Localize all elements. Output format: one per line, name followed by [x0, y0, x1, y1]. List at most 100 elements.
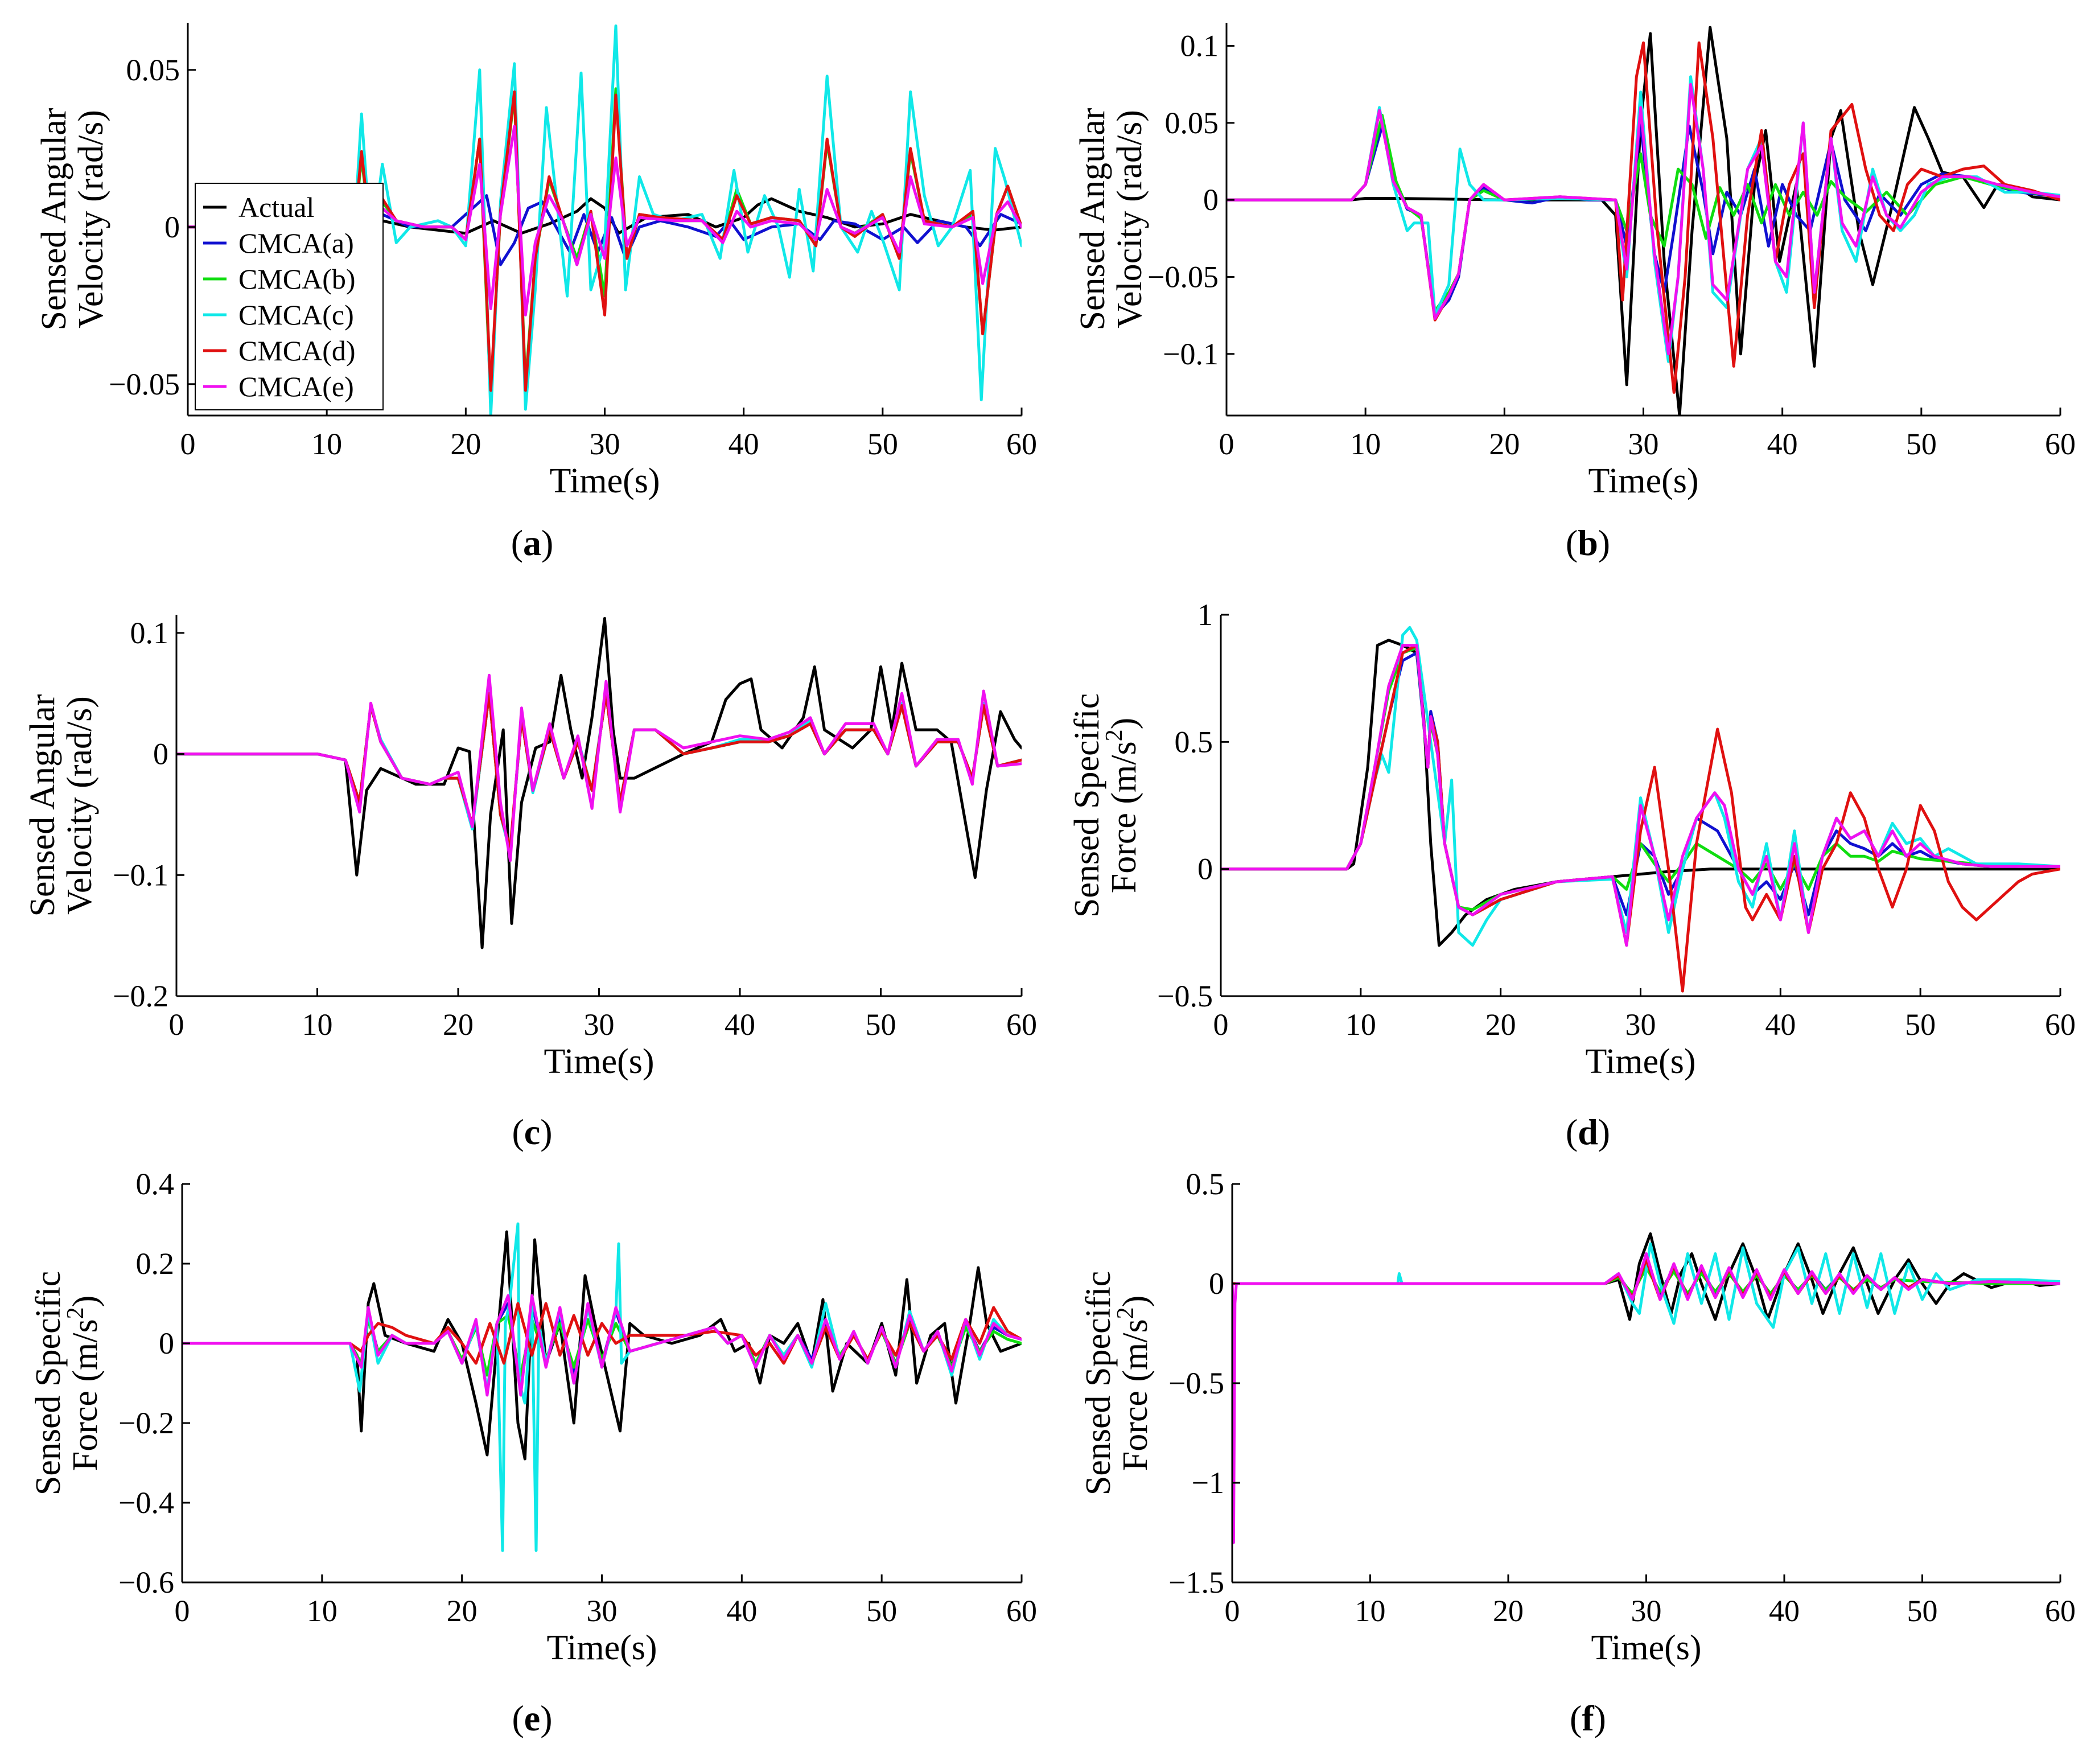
- x-tick-label: 20: [1485, 1008, 1516, 1042]
- series-line-cmcac: [1227, 75, 2060, 363]
- series-line-actual: [1227, 26, 2060, 416]
- x-tick-label: 40: [725, 1008, 755, 1042]
- panel-label-open: (: [1566, 1112, 1578, 1152]
- x-tick-label: 60: [2045, 1008, 2076, 1042]
- x-tick-label: 10: [1355, 1594, 1386, 1628]
- x-tick-label: 10: [307, 1594, 338, 1628]
- y-axis-label-line1: Sensed Angular: [35, 108, 73, 330]
- series-line-actual: [188, 197, 1022, 235]
- x-tick-label: 60: [1006, 1594, 1037, 1628]
- x-tick-label: 60: [1006, 1008, 1037, 1042]
- series-line-cmcac: [182, 1222, 1022, 1552]
- x-tick-label: 0: [180, 427, 196, 461]
- x-tick-label: 60: [2045, 427, 2076, 461]
- panel-label-letter: b: [1578, 523, 1598, 563]
- y-tick-label: 0.5: [1175, 725, 1213, 759]
- y-axis-label-line2: Force (m/s2): [63, 1296, 105, 1471]
- y-tick-label: 0: [1197, 852, 1213, 886]
- y-label-close: ): [1105, 718, 1143, 730]
- panel-label-close: ): [1598, 1112, 1610, 1152]
- y-tick-label: 1: [1197, 598, 1213, 632]
- x-tick-label: 50: [866, 1594, 897, 1628]
- y-tick-label: −0.1: [113, 858, 168, 892]
- y-tick-label: 0.2: [136, 1247, 175, 1281]
- x-tick-label: 30: [1631, 1594, 1662, 1628]
- panel-label-open: (: [512, 1698, 524, 1738]
- legend: Actual CMCA(a) CMCA(b) CMCA(c) CMCA(d) CMCA(e…: [195, 183, 384, 410]
- series-line-cmcad: [182, 1302, 1022, 1365]
- x-tick-label: 40: [1769, 1594, 1800, 1628]
- x-tick-label: 20: [1493, 1594, 1524, 1628]
- x-tick-label: 0: [175, 1594, 190, 1628]
- x-tick-label: 50: [1906, 427, 1937, 461]
- x-tick-label: 20: [450, 427, 481, 461]
- x-tick-label: 30: [590, 427, 620, 461]
- y-tick-label: 0.05: [126, 53, 180, 87]
- x-tick-label: 0: [1213, 1008, 1229, 1042]
- x-tick-label: 50: [1905, 1008, 1936, 1042]
- x-tick-label: 40: [729, 427, 759, 461]
- panel-label-close: ): [1594, 1698, 1606, 1738]
- y-tick-label: 0.4: [136, 1167, 175, 1201]
- series-line-cmcae: [1227, 83, 2060, 356]
- x-tick-label: 50: [866, 1008, 896, 1042]
- series-line-actual: [182, 1230, 1022, 1461]
- chart-panel-2: 0 10 20 30 40 50 60 0.1 0.05 0 −0.05 −0.1 Time(s) Sen…: [1073, 23, 2076, 563]
- x-axis-label: Time(s): [1585, 1042, 1695, 1081]
- x-tick-label: 40: [1767, 427, 1798, 461]
- x-axis-label: Time(s): [1588, 462, 1698, 500]
- legend-label: CMCA(c): [238, 299, 354, 331]
- y-tick-label: 0: [159, 1326, 174, 1360]
- panel-label: (a): [511, 523, 554, 563]
- panel-label-open: (: [1566, 523, 1578, 563]
- panel-label-letter: c: [524, 1112, 540, 1152]
- x-tick-label: 30: [584, 1008, 615, 1042]
- panel-label-open: (: [511, 523, 523, 563]
- y-label-text: Force (m/s: [1105, 741, 1143, 893]
- panel-label-open: (: [512, 1112, 524, 1152]
- y-axis-label-line1: Sensed Angular: [23, 694, 62, 916]
- x-tick-label: 40: [726, 1594, 757, 1628]
- y-axis-label-line2: Velocity (rad/s): [60, 696, 99, 915]
- x-axis-label: Time(s): [1591, 1629, 1701, 1667]
- y-tick-label: −0.2: [118, 1406, 174, 1440]
- legend-box: [195, 183, 384, 410]
- panel-label: (e): [512, 1698, 552, 1738]
- x-tick-label: 20: [443, 1008, 474, 1042]
- panel-label-close: ): [540, 1112, 552, 1152]
- y-label-superscript: 2: [63, 1307, 89, 1319]
- legend-label: CMCA(b): [238, 263, 356, 295]
- x-tick-label: 60: [1006, 427, 1037, 461]
- y-tick-label: 0.05: [1165, 106, 1219, 140]
- y-label-text: Velocity (rad/s): [1110, 110, 1149, 328]
- series-line-cmcae: [176, 673, 1022, 862]
- series-line-cmcae: [182, 1294, 1022, 1397]
- y-axis-label-line2: Force (m/s2): [1101, 718, 1143, 894]
- y-label-text: Force (m/s: [1116, 1319, 1155, 1471]
- y-axis-label-line1: Sensed Specific: [1079, 1271, 1118, 1495]
- x-tick-label: 50: [867, 427, 898, 461]
- legend-label: CMCA(a): [238, 227, 354, 259]
- series-group: [1227, 26, 2060, 416]
- x-tick-label: 30: [1625, 1008, 1656, 1042]
- y-axis-label-line2: Velocity (rad/s): [1110, 110, 1149, 328]
- panel-label: (b): [1566, 523, 1610, 563]
- panel-label: (c): [512, 1112, 552, 1152]
- y-tick-label: −1: [1192, 1466, 1224, 1500]
- y-tick-label: 0.1: [1180, 29, 1219, 63]
- series-line-cmcae: [188, 125, 1022, 316]
- y-label-superscript: 2: [1101, 729, 1127, 741]
- x-tick-label: 0: [1219, 427, 1234, 461]
- panel-label-close: ): [540, 1698, 552, 1738]
- y-tick-label: −0.5: [1157, 979, 1213, 1013]
- x-tick-label: 10: [311, 427, 342, 461]
- series-group: [1232, 1232, 2060, 1544]
- x-axis-label: Time(s): [544, 1042, 654, 1081]
- series-line-cmcae: [1221, 644, 2060, 947]
- x-tick-label: 0: [169, 1008, 184, 1042]
- y-tick-label: −0.1: [1163, 337, 1219, 371]
- x-tick-label: 10: [1345, 1008, 1376, 1042]
- y-label-superscript: 2: [1113, 1307, 1139, 1319]
